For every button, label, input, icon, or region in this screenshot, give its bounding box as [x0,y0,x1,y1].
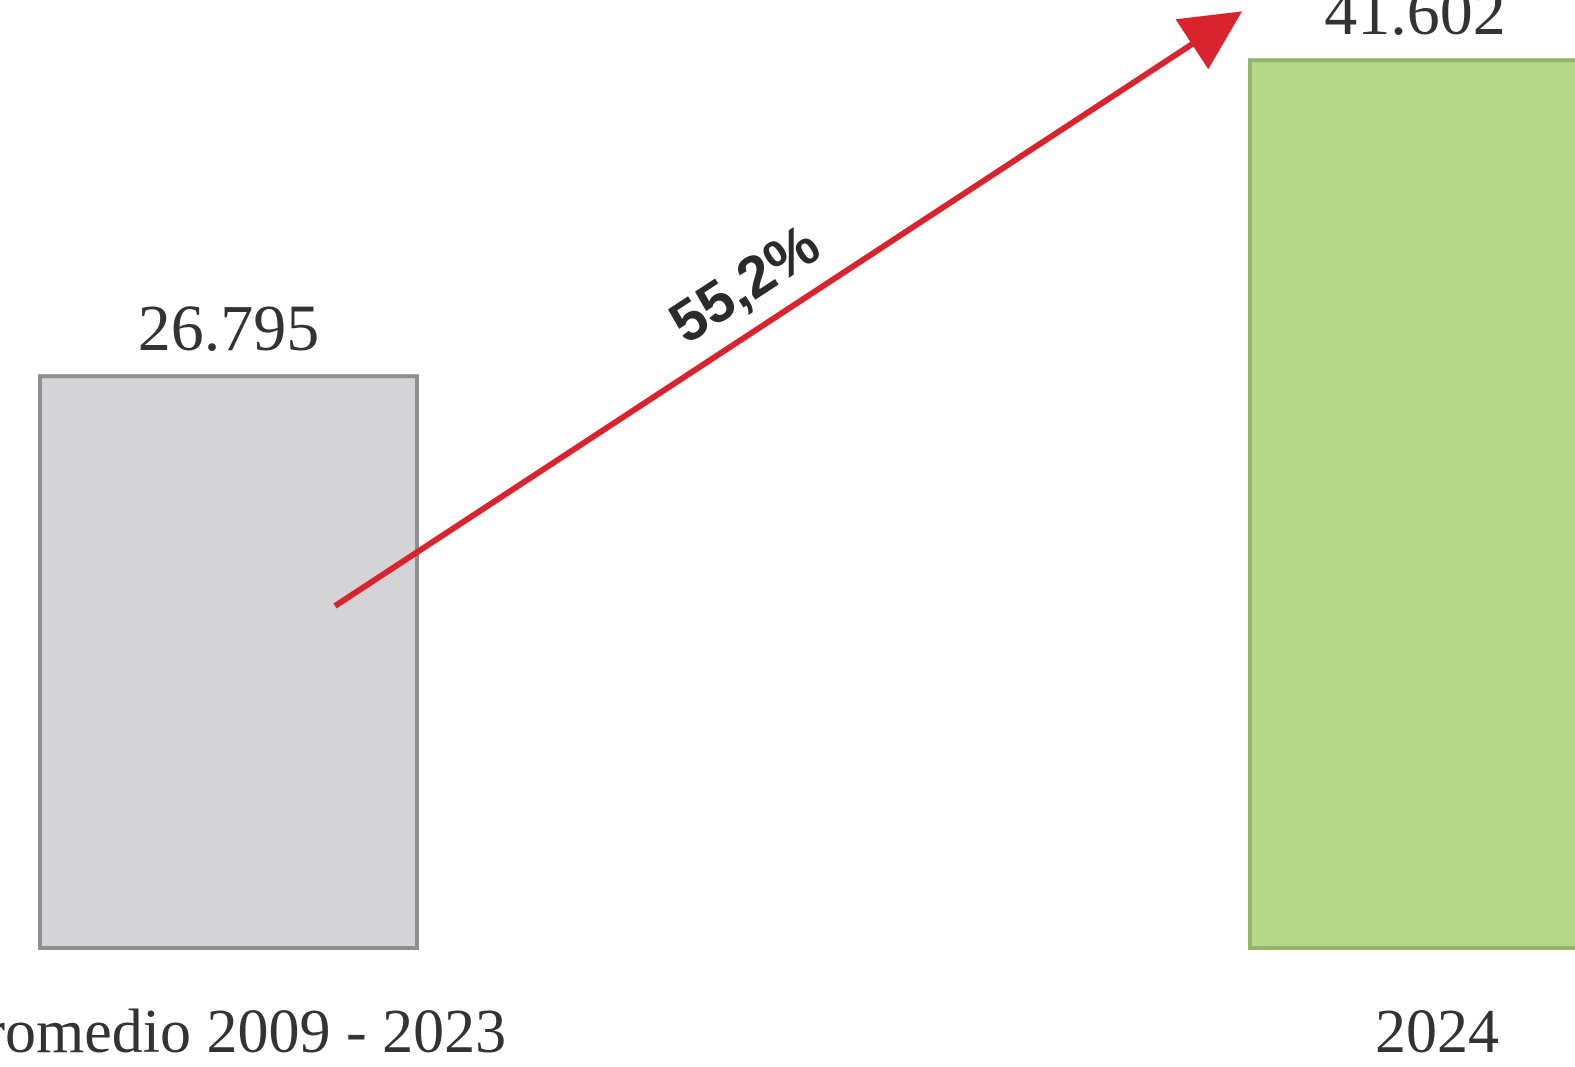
category-label-2024: 2024 [1375,998,1499,1066]
bar-promedio [38,374,419,950]
value-label-2024: 41.602 [1324,0,1506,49]
growth-arrow [333,11,1243,609]
value-label-promedio: 26.795 [138,292,320,365]
bar-2024 [1248,58,1575,951]
category-label-promedio: Promedio 2009 - 2023 [0,998,506,1066]
